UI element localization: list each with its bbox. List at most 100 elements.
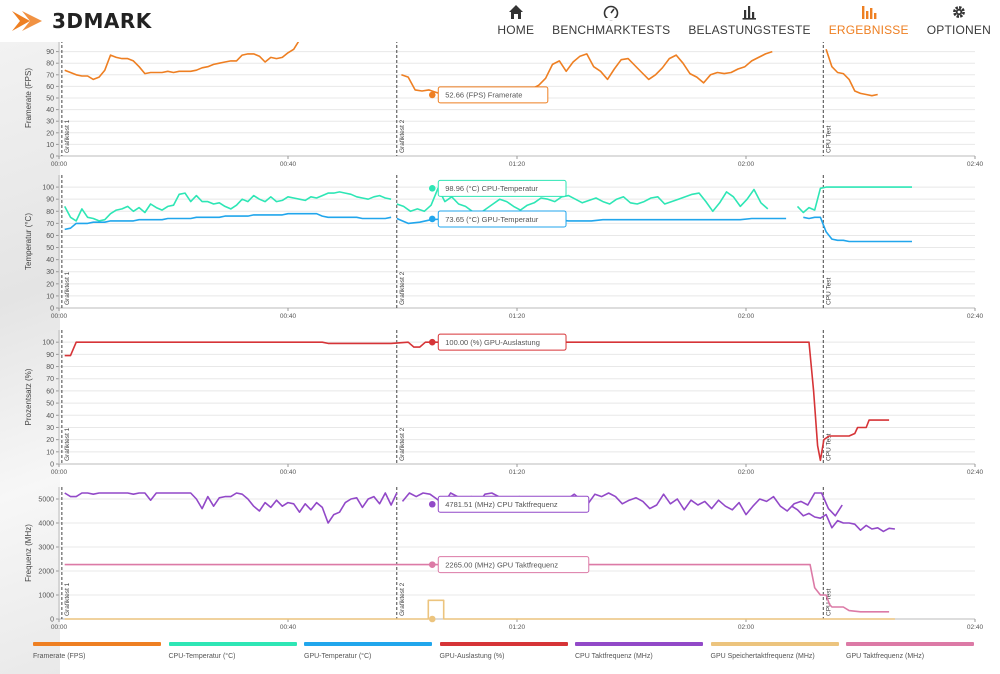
cursor-point bbox=[428, 91, 436, 99]
series-line bbox=[64, 492, 398, 524]
y-tick-label: 0 bbox=[50, 617, 54, 624]
x-tick-label: 00:00 bbox=[51, 624, 68, 631]
y-axis-label: Prozentsatz (%) bbox=[24, 368, 33, 425]
series-line bbox=[64, 563, 890, 613]
y-tick-label: 20 bbox=[46, 281, 54, 288]
series-line bbox=[63, 191, 392, 222]
series-line bbox=[803, 216, 912, 243]
tooltip-label: 98.96 (°C) CPU-Temperatur bbox=[445, 184, 538, 193]
series-line bbox=[64, 599, 895, 620]
series-group bbox=[63, 186, 912, 243]
series-group bbox=[64, 341, 890, 462]
test-marker-label: Grafiktest 2 bbox=[399, 427, 406, 461]
nav-label: BENCHMARKTESTS bbox=[552, 23, 671, 37]
home-icon bbox=[507, 2, 525, 22]
tooltip-label: 2265.00 (MHz) GPU Taktfrequenz bbox=[445, 560, 558, 569]
y-tick-label: 10 bbox=[46, 142, 54, 149]
test-marker-label: CPU Test bbox=[825, 433, 832, 461]
y-tick-label: 40 bbox=[46, 413, 54, 420]
cursor-point bbox=[428, 500, 436, 508]
legend-swatch bbox=[575, 642, 703, 646]
legend-label: CPU Taktfrequenz (MHz) bbox=[575, 653, 653, 660]
app-header: 3DMARK HOME BENCHMARKTESTS BELASTUNGSTESTE… bbox=[0, 0, 1000, 42]
legend-item[interactable]: GPU Speichertaktfrequenz (MHz) bbox=[710, 642, 839, 666]
y-tick-label: 0 bbox=[50, 306, 54, 313]
y-tick-label: 10 bbox=[46, 293, 54, 300]
y-tick-label: 5000 bbox=[38, 497, 54, 504]
gear-icon bbox=[950, 2, 968, 22]
legend-item[interactable]: GPU Taktfrequenz (MHz) bbox=[846, 642, 974, 666]
y-axis-label: Framerate (FPS) bbox=[24, 68, 33, 128]
legend-item[interactable]: CPU Taktfrequenz (MHz) bbox=[575, 642, 703, 666]
test-marker-label: Grafiktest 1 bbox=[64, 119, 71, 153]
x-tick-label: 02:40 bbox=[967, 313, 984, 320]
nav-optionen[interactable]: OPTIONEN bbox=[918, 2, 1000, 37]
x-tick-label: 02:40 bbox=[967, 624, 984, 631]
chart-panel: 0 10 20 30 40 50 60 70 80 90 100 Temperatur (°C) 00:… bbox=[24, 175, 984, 320]
legend-label: GPU-Temperatur (°C) bbox=[304, 653, 372, 660]
legend-swatch bbox=[304, 642, 432, 646]
series-line bbox=[64, 212, 392, 231]
legend-item[interactable]: Framerate (FPS) bbox=[33, 642, 161, 666]
tooltip-box bbox=[437, 86, 549, 104]
y-tick-label: 80 bbox=[46, 209, 54, 216]
legend-label: Framerate (FPS) bbox=[33, 653, 86, 660]
y-tick-label: 0 bbox=[50, 154, 54, 161]
tooltip-box bbox=[437, 495, 590, 513]
y-tick-label: 90 bbox=[46, 49, 54, 56]
legend-item[interactable]: GPU-Auslastung (%) bbox=[439, 642, 568, 666]
x-tick-label: 00:40 bbox=[280, 469, 297, 476]
y-tick-label: 50 bbox=[46, 96, 54, 103]
x-tick-label: 00:40 bbox=[280, 161, 297, 168]
x-tick-label: 02:00 bbox=[738, 624, 755, 631]
tooltip-box bbox=[437, 210, 567, 228]
x-tick-label: 01:20 bbox=[509, 313, 526, 320]
y-tick-label: 2000 bbox=[38, 569, 54, 576]
tooltip-label: 100.00 (%) GPU-Auslastung bbox=[445, 338, 540, 347]
y-axis-label: Temperatur (°C) bbox=[24, 213, 33, 270]
legend-item[interactable]: CPU-Temperatur (°C) bbox=[168, 642, 297, 666]
results-bars-icon bbox=[860, 2, 878, 22]
y-tick-label: 4000 bbox=[38, 521, 54, 528]
legend-label: CPU-Temperatur (°C) bbox=[168, 653, 236, 660]
y-tick-label: 100 bbox=[42, 185, 54, 192]
y-tick-label: 0 bbox=[50, 462, 54, 469]
cursor-point bbox=[428, 561, 436, 568]
legend-label: GPU Taktfrequenz (MHz) bbox=[846, 653, 925, 660]
y-axis-label: Frequenz (MHz) bbox=[24, 524, 33, 582]
main-nav: HOME BENCHMARKTESTS BELASTUNGSTESTE ERGEBNI… bbox=[488, 2, 1000, 37]
tooltip-label: 52.66 (FPS) Framerate bbox=[445, 91, 522, 100]
nav-ergebnisse[interactable]: ERGEBNISSE bbox=[820, 2, 918, 37]
legend-swatch bbox=[439, 642, 568, 646]
y-tick-label: 70 bbox=[46, 376, 54, 383]
x-tick-label: 01:20 bbox=[509, 624, 526, 631]
y-tick-label: 10 bbox=[46, 449, 54, 456]
legend-item[interactable]: GPU-Temperatur (°C) bbox=[304, 642, 432, 666]
y-tick-label: 60 bbox=[46, 388, 54, 395]
nav-home[interactable]: HOME bbox=[488, 2, 543, 37]
chart-panel: 0 1000 2000 3000 4000 5000 Frequenz (MHz) 00:00… bbox=[24, 487, 984, 631]
test-marker-label: Grafiktest 2 bbox=[399, 119, 406, 153]
cursor-point bbox=[428, 615, 436, 623]
y-tick-label: 30 bbox=[46, 119, 54, 126]
series-line bbox=[791, 505, 895, 533]
y-tick-label: 100 bbox=[42, 340, 54, 347]
x-tick-label: 02:00 bbox=[738, 313, 755, 320]
x-tick-label: 00:00 bbox=[51, 313, 68, 320]
x-tick-label: 00:00 bbox=[51, 469, 68, 476]
nav-benchmarktests[interactable]: BENCHMARKTESTS bbox=[543, 2, 679, 37]
chart-legend: Framerate (FPS) CPU-Temperatur (°C) GPU-Te… bbox=[33, 642, 993, 666]
y-tick-label: 80 bbox=[46, 364, 54, 371]
y-tick-label: 1000 bbox=[38, 593, 54, 600]
x-tick-label: 02:00 bbox=[738, 161, 755, 168]
nav-belastungsteste[interactable]: BELASTUNGSTESTE bbox=[679, 2, 819, 37]
legend-swatch bbox=[710, 642, 839, 646]
x-tick-label: 02:40 bbox=[967, 469, 984, 476]
legend-swatch bbox=[168, 642, 297, 646]
y-tick-label: 3000 bbox=[38, 545, 54, 552]
y-tick-label: 40 bbox=[46, 257, 54, 264]
3dmark-logo-icon bbox=[12, 11, 42, 31]
legend-swatch bbox=[846, 642, 974, 646]
nav-label: OPTIONEN bbox=[926, 23, 991, 37]
logo-text: 3DMARK bbox=[52, 9, 152, 33]
